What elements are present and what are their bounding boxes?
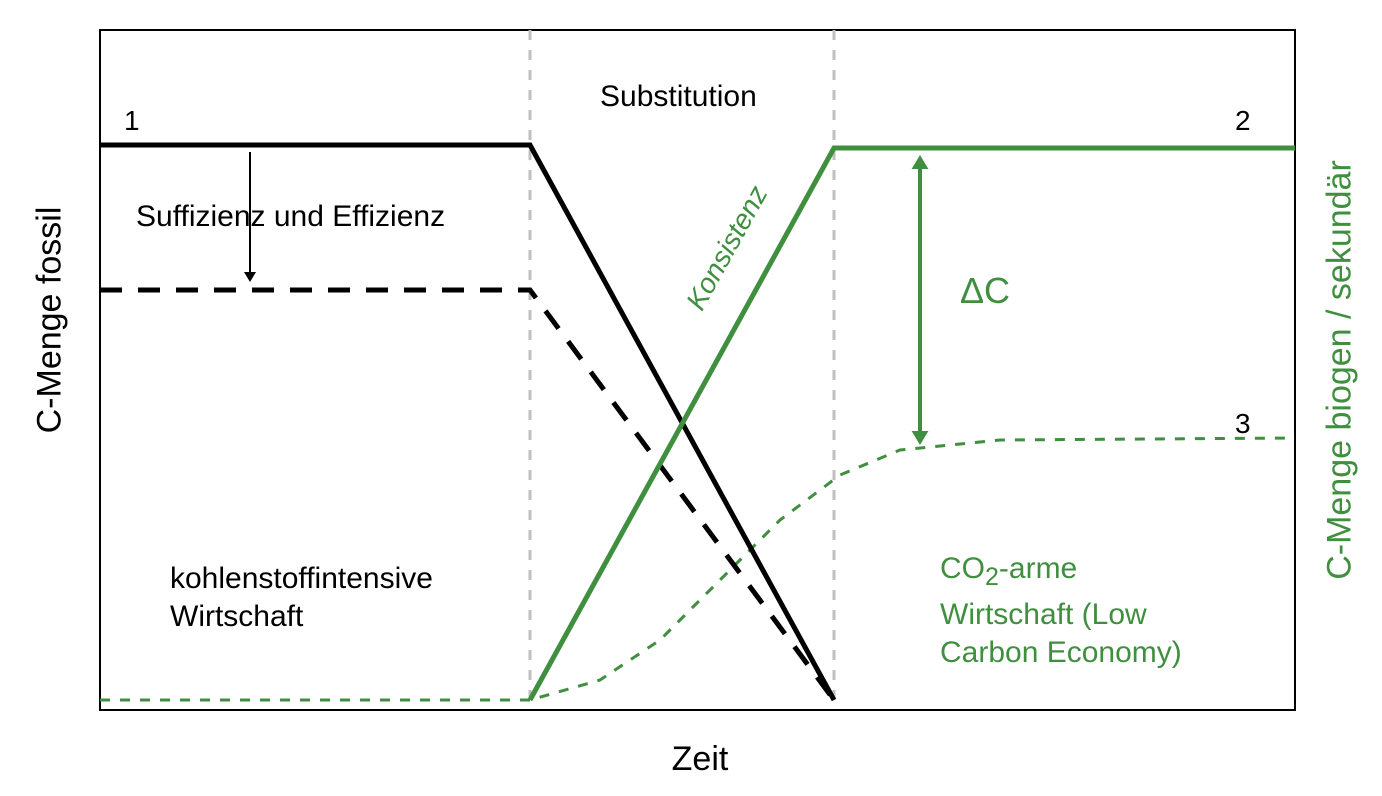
- label-kohlenstoff: kohlenstoffintensive Wirtschaft: [170, 560, 530, 636]
- label-co2arme: CO2-armeWirtschaft (LowCarbon Economy): [940, 550, 1240, 672]
- label-1: 1: [124, 105, 140, 137]
- y-axis-right-label: C-Menge biogen / sekundär: [1321, 160, 1360, 580]
- label-substitution: Substitution: [600, 80, 757, 114]
- label-2: 2: [1235, 105, 1251, 137]
- label-deltaC: ΔC: [960, 270, 1010, 312]
- stage: C-Menge fossil C-Menge biogen / sekundär…: [0, 0, 1382, 796]
- plot-svg: [0, 0, 1382, 796]
- y-axis-left-label: C-Menge fossil: [31, 207, 70, 434]
- x-axis-label: Zeit: [672, 740, 729, 779]
- label-3: 3: [1235, 408, 1251, 440]
- label-suffizienz: Suffizienz und Effizienz: [136, 200, 445, 234]
